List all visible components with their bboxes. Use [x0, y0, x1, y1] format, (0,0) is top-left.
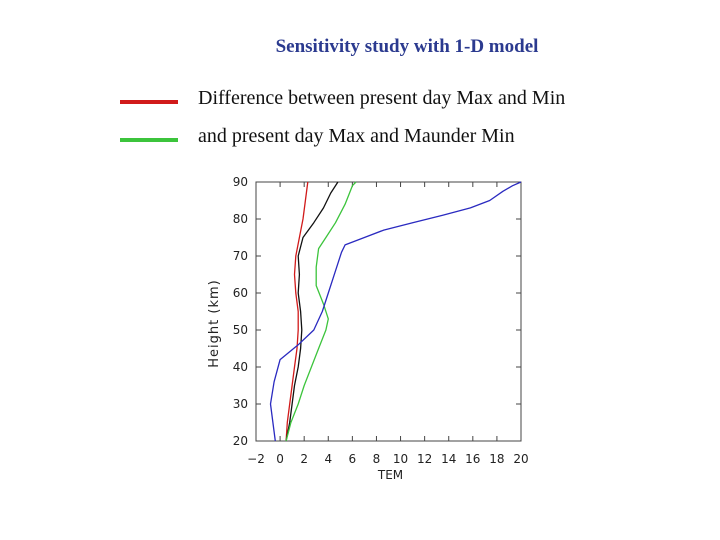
y-tick-label: 20: [233, 434, 248, 448]
y-tick-label: 50: [233, 323, 248, 337]
x-tick-label: 0: [276, 452, 284, 466]
series-line-2: [285, 181, 339, 442]
y-tick-label: 30: [233, 397, 248, 411]
y-axis-label: Height (km): [207, 279, 222, 367]
x-tick-label: 4: [324, 452, 332, 466]
x-tick-label: 16: [465, 452, 480, 466]
x-tick-label: 6: [349, 452, 357, 466]
x-tick-label: −2: [247, 452, 265, 466]
series-line-4: [269, 181, 522, 442]
x-tick-label: 14: [441, 452, 456, 466]
y-tick-label: 80: [233, 212, 248, 226]
x-tick-label: 18: [489, 452, 504, 466]
legend-label-2: and present day Max and Maunder Min: [198, 125, 515, 147]
legend-label-1: Difference between present day Max and M…: [198, 87, 566, 109]
slide-title: Sensitivity study with 1-D model: [275, 36, 539, 57]
x-tick-label: 10: [393, 452, 408, 466]
y-tick-label: 70: [233, 249, 248, 263]
x-tick-label: 20: [513, 452, 528, 466]
legend-swatch-red: [120, 100, 178, 104]
series-line-1: [285, 181, 309, 442]
legend-swatch-green: [120, 138, 178, 142]
y-tick-label: 60: [233, 286, 248, 300]
x-tick-label: 2: [300, 452, 308, 466]
x-tick-label: 8: [373, 452, 381, 466]
y-tick-label: 40: [233, 360, 248, 374]
series-line-3: [285, 181, 357, 442]
x-axis-label: TEM: [377, 468, 403, 482]
y-tick-label: 90: [233, 175, 248, 189]
x-tick-label: 12: [417, 452, 432, 466]
plot-frame: [255, 181, 522, 442]
